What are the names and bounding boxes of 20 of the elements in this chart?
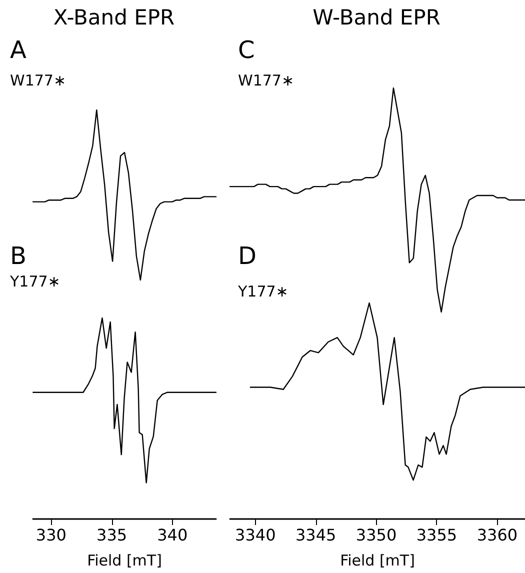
x-axis-title: Field [mT]	[87, 552, 162, 570]
x-tick-label: 340	[157, 526, 188, 544]
chart-title: X-Band EPR	[53, 6, 175, 30]
x-tick-label: 335	[96, 526, 128, 544]
x-tick-label: 3340	[235, 526, 276, 544]
x-tick-label: 3360	[476, 526, 518, 544]
text: A	[10, 36, 27, 64]
text: B	[10, 242, 26, 270]
annotation: D	[238, 242, 256, 270]
x-tick-label: 3355	[416, 526, 458, 544]
text: C	[238, 36, 255, 64]
chart-title: W-Band EPR	[312, 6, 440, 30]
text: Y177∗	[237, 282, 288, 300]
x-tick-label: 3345	[295, 526, 336, 544]
x-axis-title: Field [mT]	[340, 552, 415, 570]
text: W177∗	[238, 72, 294, 90]
x-tick-label: 3350	[356, 526, 397, 544]
text: Y177∗	[9, 272, 60, 290]
text: W177∗	[10, 72, 66, 90]
x-tick-label: 330	[36, 526, 66, 544]
